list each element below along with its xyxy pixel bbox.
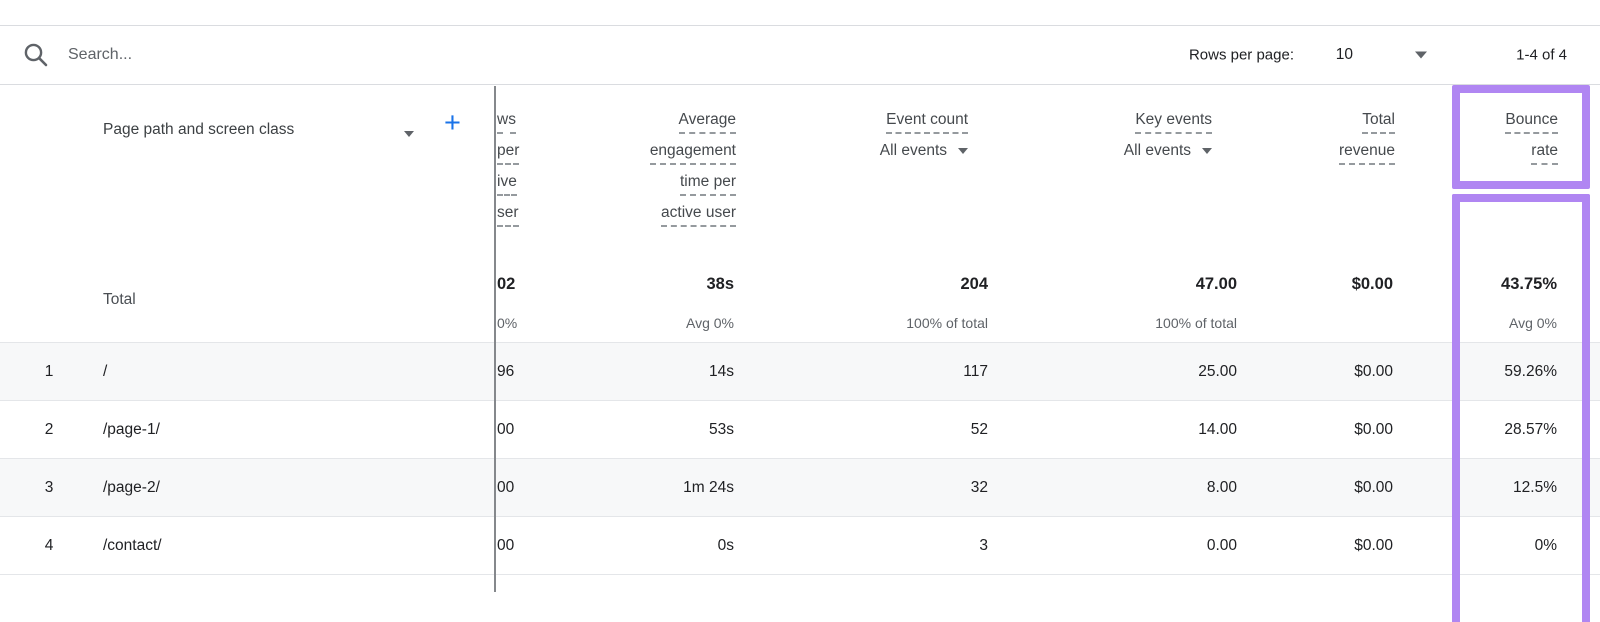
header-line: Average — [678, 111, 736, 134]
row-bounce-rate: 12.5% — [1513, 478, 1557, 496]
totals-avg-engagement-sub: Avg 0% — [686, 315, 734, 331]
frozen-column-divider[interactable] — [494, 86, 496, 592]
row-key-events: 14.00 — [1198, 420, 1237, 438]
row-event-count: 3 — [979, 536, 988, 554]
row-bounce-rate: 59.26% — [1504, 362, 1557, 380]
header-line: time per — [680, 173, 736, 196]
pagination-range: 1-4 of 4 — [1516, 46, 1567, 64]
totals-revenue-value: $0.00 — [1351, 275, 1393, 293]
row-event-count: 32 — [970, 478, 988, 496]
table-toolbar: Rows per page: 10 1-4 of 4 — [0, 25, 1600, 85]
row-key-events: 0.00 — [1206, 536, 1237, 554]
rows-per-page-caret-icon[interactable] — [1415, 51, 1427, 59]
plus-icon: + — [444, 107, 461, 139]
header-line: revenue — [1338, 142, 1395, 165]
header-line: per — [497, 142, 520, 165]
totals-label: Total — [103, 291, 136, 308]
table-row: 3 /page-2/ 00 1m 24s 32 8.00 $0.00 12.5% — [0, 459, 1600, 517]
totals-event-count-value: 204 — [960, 275, 988, 293]
row-total-revenue: $0.00 — [1354, 362, 1393, 380]
header-line: ws — [497, 111, 516, 134]
table-body: 1 / 96 14s 117 25.00 $0.00 59.26% 2 /pag… — [0, 342, 1600, 575]
row-event-count: 117 — [963, 362, 988, 380]
row-event-count: 52 — [970, 420, 988, 438]
row-key-events: 8.00 — [1206, 478, 1237, 496]
header-line: Bounce — [1505, 111, 1558, 134]
row-views-clipped: 00 — [497, 420, 515, 438]
header-line: rate — [1531, 142, 1558, 165]
caret-down-icon — [1202, 148, 1212, 154]
row-page-path: / — [103, 362, 108, 380]
rows-per-page-select[interactable]: 10 — [1335, 46, 1353, 63]
row-key-events: 25.00 — [1198, 362, 1237, 380]
row-total-revenue: $0.00 — [1354, 420, 1393, 438]
totals-views-sub: 0% — [497, 315, 518, 331]
row-views-clipped: 96 — [497, 362, 515, 380]
dimension-header[interactable]: Page path and screen class — [103, 121, 295, 138]
header-line: active user — [661, 204, 736, 227]
search-icon — [24, 43, 48, 67]
caret-down-icon — [958, 148, 968, 154]
data-table: Page path and screen class + ws per ive … — [0, 85, 1600, 622]
rows-per-page-label: Rows per page: — [1188, 46, 1294, 64]
header-line: Event count — [886, 111, 968, 134]
totals-event-count-sub: 100% of total — [906, 315, 988, 331]
pagination-controls: Rows per page: 10 1-4 of 4 — [0, 26, 1600, 84]
add-column-button[interactable]: + — [444, 109, 461, 138]
row-total-revenue: $0.00 — [1354, 536, 1393, 554]
dimension-caret-icon[interactable] — [404, 131, 414, 137]
key-events-filter[interactable]: All events — [1124, 142, 1212, 160]
views-per-active-user-header-clipped[interactable]: ws per ive ser — [497, 111, 520, 235]
header-line: Key events — [1135, 111, 1212, 134]
row-avg-engagement: 14s — [709, 362, 734, 380]
event-count-filter[interactable]: All events — [880, 142, 968, 160]
avg-engagement-time-header[interactable]: Average engagement time per active user — [649, 111, 736, 235]
row-bounce-rate: 0% — [1534, 536, 1557, 554]
totals-views-value: 02 — [497, 275, 516, 293]
row-total-revenue: $0.00 — [1354, 478, 1393, 496]
search-input[interactable] — [68, 46, 668, 64]
row-index: 3 — [44, 478, 54, 496]
header-line: ser — [497, 204, 519, 227]
row-index: 2 — [44, 420, 54, 438]
totals-bounce-rate-sub: Avg 0% — [1509, 315, 1557, 331]
totals-bounce-rate-value: 43.75% — [1501, 275, 1557, 293]
header-line: ive — [497, 173, 517, 196]
totals-avg-engagement-value: 38s — [706, 275, 734, 293]
table-row: 4 /contact/ 00 0s 3 0.00 $0.00 0% — [0, 517, 1600, 575]
row-page-path: /page-1/ — [103, 420, 160, 438]
filter-label: All events — [1123, 142, 1191, 159]
row-page-path: /contact/ — [103, 536, 162, 554]
table-row: 1 / 96 14s 117 25.00 $0.00 59.26% — [0, 343, 1600, 401]
header-line: Total — [1362, 111, 1395, 134]
row-views-clipped: 00 — [497, 536, 515, 554]
header-line: engagement — [649, 142, 736, 165]
search-area[interactable] — [0, 41, 1600, 69]
total-revenue-header[interactable]: Total revenue — [1338, 111, 1395, 173]
totals-key-events-value: 47.00 — [1195, 275, 1237, 293]
key-events-header[interactable]: Key events All events — [1124, 111, 1212, 160]
row-index: 4 — [44, 536, 54, 554]
row-avg-engagement: 0s — [717, 536, 734, 554]
row-avg-engagement: 1m 24s — [683, 478, 734, 496]
row-views-clipped: 00 — [497, 478, 515, 496]
event-count-header[interactable]: Event count All events — [880, 111, 968, 160]
row-index: 1 — [44, 362, 54, 380]
row-bounce-rate: 28.57% — [1504, 420, 1557, 438]
bounce-rate-header[interactable]: Bounce rate — [1505, 111, 1558, 173]
table-row: 2 /page-1/ 00 53s 52 14.00 $0.00 28.57% — [0, 401, 1600, 459]
totals-key-events-sub: 100% of total — [1155, 315, 1237, 331]
filter-label: All events — [879, 142, 947, 159]
row-page-path: /page-2/ — [103, 478, 160, 496]
row-avg-engagement: 53s — [709, 420, 734, 438]
